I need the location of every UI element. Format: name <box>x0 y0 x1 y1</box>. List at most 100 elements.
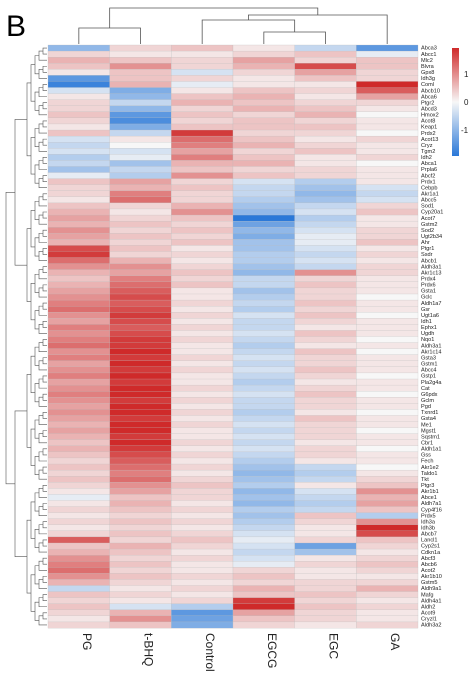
dendrogram-branch <box>34 310 39 330</box>
heatmap-cell <box>171 372 234 380</box>
heatmap-cell <box>109 111 172 119</box>
row-label: Tgm2 <box>421 149 435 155</box>
heatmap-cell <box>109 384 172 392</box>
dendrogram-branch <box>42 539 47 547</box>
heatmap-cell <box>294 160 357 167</box>
heatmap-cell <box>294 427 357 434</box>
heatmap-cell <box>109 530 172 538</box>
dendrogram-branch <box>30 574 35 612</box>
heatmap-cell <box>109 142 172 149</box>
row-dendrogram <box>5 47 47 626</box>
heatmap-cell <box>232 457 295 465</box>
heatmap-cell <box>232 378 295 386</box>
row-label: Akr1b10 <box>421 574 442 580</box>
heatmap-cell <box>232 135 295 143</box>
row-label: Idh1 <box>421 319 432 325</box>
heatmap-cell <box>109 433 172 441</box>
heatmap-cell <box>356 44 419 52</box>
heatmap-cell <box>356 330 419 337</box>
heatmap-cell <box>109 354 172 362</box>
heatmap-cell <box>232 621 295 629</box>
heatmap-cell <box>47 591 110 598</box>
heatmap-cell <box>109 93 172 100</box>
heatmap-cell <box>171 318 234 325</box>
heatmap-cell <box>171 378 234 386</box>
heatmap-cell <box>232 227 295 234</box>
heatmap-cell <box>356 281 419 289</box>
dendrogram-branch <box>34 201 39 220</box>
row-label: Idh2 <box>421 155 432 161</box>
row-label: Cryzl1 <box>421 617 437 623</box>
heatmap-cell <box>356 397 419 404</box>
heatmap-cell <box>171 196 234 204</box>
heatmap-cell <box>47 44 110 52</box>
row-label: Prdx5 <box>421 513 436 519</box>
row-label: Cebpb <box>421 185 437 191</box>
heatmap-cell <box>109 451 172 459</box>
heatmap-cell <box>109 318 172 325</box>
heatmap-cell <box>294 117 357 125</box>
heatmap-cell <box>47 354 110 362</box>
heatmap-cell <box>47 506 110 513</box>
dendrogram-branch <box>30 210 35 248</box>
heatmap-cell <box>47 202 110 210</box>
heatmap-cell <box>232 251 295 258</box>
heatmap-cell <box>47 190 110 198</box>
heatmap-cell <box>47 312 110 319</box>
heatmap-cell <box>294 524 357 532</box>
heatmap-cell <box>294 342 357 349</box>
heatmap-cell <box>47 500 110 507</box>
column-labels: PG t-BHQ Control EGCG EGC GA <box>80 633 402 672</box>
row-label: Nqo1 <box>421 337 434 343</box>
heatmap-cell <box>232 287 295 295</box>
heatmap-cell <box>356 476 419 483</box>
row-label: Abcb10 <box>421 88 440 94</box>
heatmap-cell <box>47 263 110 270</box>
row-label: Ugt2b34 <box>421 234 442 240</box>
heatmap-cell <box>356 111 419 119</box>
dendrogram-branch <box>42 175 47 182</box>
row-label: Lancl1 <box>421 538 437 544</box>
heatmap-cell <box>109 190 172 198</box>
heatmap-cell <box>47 409 110 416</box>
heatmap-cells <box>47 44 419 629</box>
row-label: G6pdx <box>421 392 438 398</box>
row-label: Ugdh <box>421 331 434 337</box>
dendrogram-branch <box>34 55 39 75</box>
heatmap-cell <box>294 403 357 410</box>
heatmap-cell <box>47 269 110 277</box>
heatmap-cell <box>171 518 234 526</box>
heatmap-cell <box>109 287 172 295</box>
heatmap-cell <box>232 573 295 580</box>
heatmap-cell <box>294 44 357 52</box>
heatmap-cell <box>232 190 295 198</box>
heatmap-cell <box>47 105 110 113</box>
heatmap-cell <box>232 184 295 192</box>
heatmap-cell <box>109 330 172 337</box>
row-label: Ptgr2 <box>421 100 434 106</box>
heatmap-cell <box>356 500 419 507</box>
dendrogram-branch <box>38 160 43 170</box>
dendrogram-branch <box>42 284 47 292</box>
heatmap-cell <box>171 75 234 82</box>
heatmap-cell <box>294 166 357 173</box>
heatmap-cell <box>232 603 295 611</box>
dendrogram-branch <box>34 237 39 257</box>
heatmap-cell <box>294 451 357 459</box>
heatmap-cell <box>171 463 234 471</box>
row-label: Cat <box>421 386 430 392</box>
heatmap-cell <box>294 208 357 216</box>
heatmap-cell <box>171 81 234 88</box>
heatmap-cell <box>356 263 419 270</box>
heatmap-cell <box>171 506 234 513</box>
row-label: Cdkn1a <box>421 550 441 556</box>
row-label: Aldh9a1 <box>421 586 442 592</box>
heatmap-cell <box>109 293 172 301</box>
heatmap-cell <box>294 469 357 477</box>
heatmap-cell <box>232 50 295 58</box>
heatmap-cell <box>109 306 172 313</box>
heatmap-cell <box>232 81 295 88</box>
heatmap-cell <box>356 555 419 562</box>
column-label: PG <box>80 633 94 650</box>
heatmap-cell <box>109 160 172 167</box>
